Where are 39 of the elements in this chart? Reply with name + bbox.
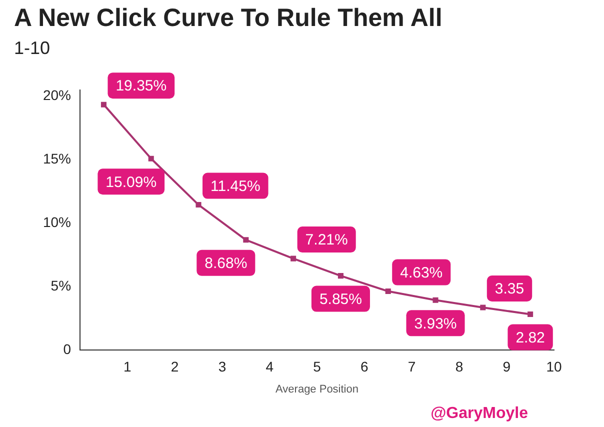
- y-tick-label: 10%: [42, 214, 72, 230]
- data-label: 5.85%: [319, 290, 362, 308]
- x-tick-label: 4: [266, 358, 274, 374]
- chart-subtitle: 1-10: [14, 38, 50, 59]
- data-label: 11.45%: [210, 178, 260, 195]
- x-tick-label: 9: [502, 358, 511, 374]
- data-label: 2.82: [516, 329, 545, 346]
- data-label: 7.21%: [305, 232, 348, 249]
- x-tick-label: 6: [360, 358, 369, 374]
- y-tick-label: 20%: [42, 87, 72, 104]
- x-tick-label: 10: [546, 358, 562, 374]
- y-tick-label: 5%: [50, 277, 72, 294]
- point: [148, 156, 154, 162]
- point: [528, 311, 534, 317]
- point: [290, 256, 296, 262]
- x-tick-label: 2: [170, 358, 179, 374]
- y-tick-label: 15%: [42, 150, 72, 167]
- x-tick-label: 3: [218, 358, 226, 374]
- point: [100, 102, 106, 108]
- point: [432, 297, 438, 303]
- data-label: 4.63%: [400, 264, 443, 282]
- data-label: 15.09%: [106, 174, 157, 191]
- data-label: 19.35%: [116, 78, 167, 95]
- chart-title: A New Click Curve To Rule Them All: [14, 4, 442, 33]
- point: [196, 202, 202, 208]
- point: [243, 237, 249, 243]
- point: [480, 304, 486, 310]
- x-tick-label: 8: [455, 358, 464, 374]
- data-label: 3.35: [494, 280, 524, 298]
- x-axis-title: Average Position: [276, 383, 358, 396]
- x-tick-label: 1: [124, 358, 132, 374]
- y-tick-label: 0: [63, 340, 72, 357]
- point: [385, 288, 391, 294]
- x-tick-label: 7: [408, 358, 416, 374]
- data-label: 3.93%: [414, 315, 457, 332]
- data-label: 8.68%: [204, 255, 248, 272]
- x-tick-label: 5: [313, 358, 322, 374]
- text: @GaryMoyle: [430, 405, 528, 423]
- point: [338, 273, 344, 279]
